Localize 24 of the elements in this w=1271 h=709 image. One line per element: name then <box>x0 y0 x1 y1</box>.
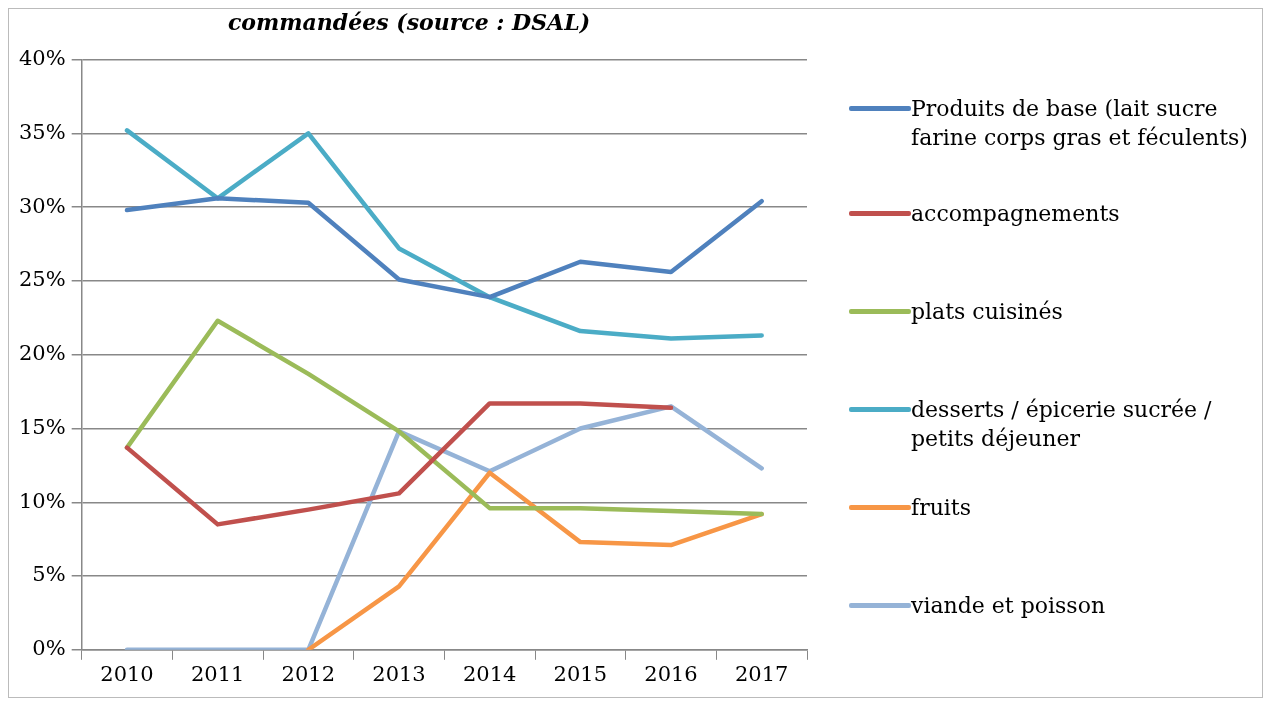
y-tick-label: 35% <box>18 119 66 144</box>
legend-label: viande et poisson <box>911 592 1106 620</box>
x-tick-label: 2016 <box>644 661 698 686</box>
chart-title: commandées (source : DSAL) <box>226 9 592 35</box>
x-tick-label: 2010 <box>100 661 154 686</box>
y-tick-label: 10% <box>18 488 66 513</box>
y-tick-label: 25% <box>18 267 66 292</box>
legend-label: fruits <box>911 494 971 522</box>
y-tick-label: 0% <box>32 636 66 661</box>
y-tick-label: 15% <box>18 414 66 439</box>
x-tick-label: 2013 <box>372 661 426 686</box>
x-tick-label: 2015 <box>553 661 608 686</box>
y-tick-label: 30% <box>18 193 66 218</box>
y-tick-label: 20% <box>18 341 66 366</box>
y-tick-label: 5% <box>32 562 66 587</box>
legend-label: Produits de base (lait sucre farine corps gras et féculents) <box>911 95 1249 152</box>
legend-label: desserts / épicerie sucrée / petits déjeuner <box>911 396 1213 453</box>
legend-label: accompagnements <box>911 200 1120 228</box>
x-tick-label: 2011 <box>190 661 245 686</box>
x-tick-label: 2017 <box>734 661 789 686</box>
legend-label: plats cuisinés <box>911 298 1063 326</box>
y-tick-label: 40% <box>18 46 66 71</box>
x-tick-label: 2014 <box>462 661 517 686</box>
x-tick-label: 2012 <box>281 661 336 686</box>
